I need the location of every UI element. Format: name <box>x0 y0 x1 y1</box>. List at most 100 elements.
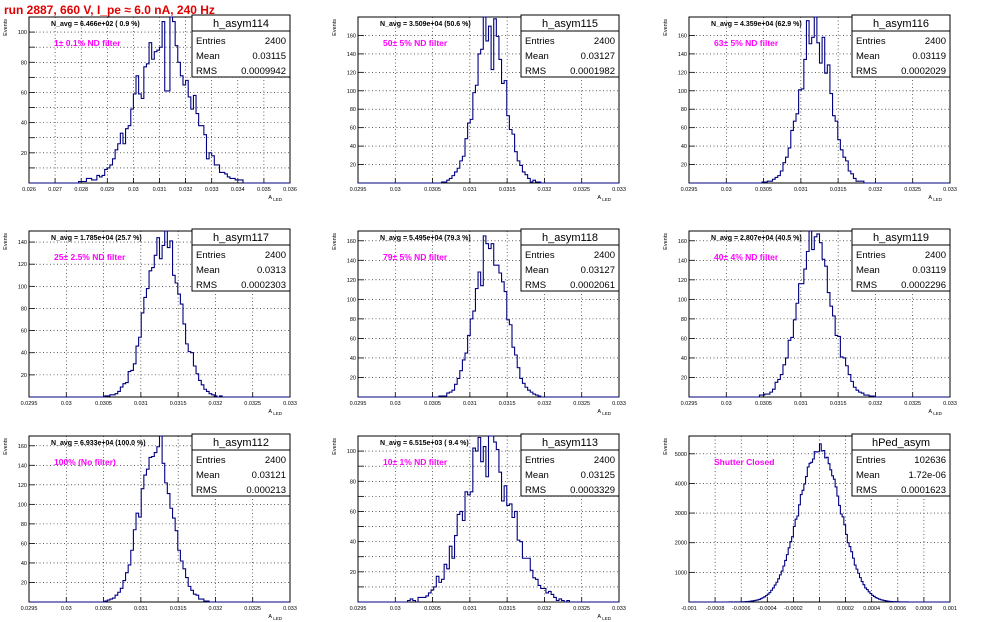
x-tick-label: 0.032 <box>869 401 883 407</box>
y-tick-label: 20 <box>21 373 27 379</box>
x-axis-title-sub: LED <box>932 411 943 416</box>
panel-h_asym117: 0.0295 0.03 0.0305 0.031 0.0315 0.032 0.0325 0.… <box>3 228 297 416</box>
x-tick-label: 0.036 <box>283 187 297 193</box>
x-tick-label: 0.032 <box>209 401 223 407</box>
stats-box <box>191 14 291 78</box>
stats-value: 0.03125 <box>581 470 615 481</box>
x-axis-title: A LED <box>268 409 282 416</box>
histogram-h_asym119 <box>689 230 950 398</box>
y-tick-label: 80 <box>350 107 356 113</box>
x-tick-label: 0.0325 <box>573 187 590 193</box>
stats-key: RMS <box>525 485 546 496</box>
filter-label: 40± 4% ND filter <box>714 252 779 262</box>
y-tick-label: 100 <box>347 89 356 95</box>
x-tick-label: 0.032 <box>209 606 223 612</box>
stats-title: h_asym118 <box>542 232 598 244</box>
x-tick-label: 0.03 <box>128 187 139 193</box>
filter-label: 1± 0.1% ND filter <box>54 38 121 48</box>
histogram-h_asym114 <box>29 16 290 184</box>
x-tick-label: 0.03 <box>390 187 401 193</box>
filter-label: 50± 5% ND filter <box>383 38 448 48</box>
stats-key: RMS <box>856 280 877 291</box>
histogram-h_asym113 <box>358 435 619 603</box>
stats-key: Mean <box>196 470 220 481</box>
stats-key: RMS <box>856 66 877 77</box>
x-tick-label: 0 <box>818 606 821 612</box>
stats-value: 2400 <box>594 36 615 47</box>
y-tick-label: 40 <box>350 144 356 150</box>
x-tick-label: 0.033 <box>283 401 297 407</box>
panel-h_asym116: 0.0295 0.03 0.0305 0.031 0.0315 0.032 0.0325 0.… <box>663 14 957 202</box>
stats-title: h_asym112 <box>213 437 269 449</box>
stats-value: 0.03127 <box>581 51 615 62</box>
x-tick-label: 0.031 <box>134 401 148 407</box>
x-tick-label: 0.033 <box>612 187 626 193</box>
stats-key: Mean <box>856 470 880 481</box>
y-tick-label: 40 <box>350 540 356 546</box>
stats-value: 0.0313 <box>257 265 286 276</box>
x-axis-title: A LED <box>268 195 282 202</box>
x-tick-label: 0.033 <box>205 187 219 193</box>
stats-value: 102636 <box>914 455 946 466</box>
stats-value: 0.03115 <box>252 51 286 62</box>
y-tick-label: 60 <box>21 90 27 96</box>
x-tick-label: 0.0006 <box>889 606 906 612</box>
run-title: run 2887, 660 V, I_pe ≈ 6.0 nA, 240 Hz <box>4 3 215 17</box>
y-tick-label: 40 <box>681 356 687 362</box>
x-tick-label: 0.0295 <box>350 401 367 407</box>
x-axis-title-sub: LED <box>272 197 283 202</box>
y-tick-label: 40 <box>681 144 687 150</box>
x-tick-label: 0.027 <box>48 187 62 193</box>
panel-h_asym112: 0.0295 0.03 0.0305 0.031 0.0315 0.032 0.0325 0.… <box>3 433 297 621</box>
x-axis-title: A LED <box>597 614 611 621</box>
x-tick-label: 0.0295 <box>681 187 698 193</box>
stats-value: 2400 <box>925 36 946 47</box>
x-tick-label: 0.028 <box>74 187 88 193</box>
panel-h_asym118: 0.0295 0.03 0.0305 0.031 0.0315 0.032 0.0325 0.… <box>332 228 626 416</box>
x-tick-label: 0.0325 <box>904 401 921 407</box>
y-tick-label: 20 <box>350 570 356 576</box>
stats-title: h_asym116 <box>873 18 929 30</box>
stats-value: 2400 <box>265 36 286 47</box>
y-tick-label: 80 <box>21 60 27 66</box>
y-tick-label: 40 <box>21 561 27 567</box>
y-tick-label: 100 <box>18 284 27 290</box>
x-tick-label: 0.026 <box>22 187 36 193</box>
y-tick-label: 120 <box>678 278 687 284</box>
x-tick-label: 0.032 <box>179 187 193 193</box>
x-tick-label: 0.0305 <box>424 187 441 193</box>
y-tick-label: 160 <box>347 33 356 39</box>
stats-key: RMS <box>525 280 546 291</box>
navg-label: N_avg = 3.509e+04 (50.6 %) <box>380 21 471 28</box>
stats-key: RMS <box>856 485 877 496</box>
panel-h_asym115: 0.0295 0.03 0.0305 0.031 0.0315 0.032 0.0325 0.… <box>332 14 626 202</box>
x-tick-label: 0.029 <box>100 187 114 193</box>
stats-value: 0.03119 <box>912 265 946 276</box>
x-tick-label: 0.031 <box>794 401 808 407</box>
x-tick-label: 0.033 <box>943 187 957 193</box>
x-tick-label: 0.0315 <box>499 187 516 193</box>
stats-value: 0.0009942 <box>241 66 286 77</box>
y-tick-label: 120 <box>347 70 356 76</box>
x-tick-label: 0.031 <box>463 606 477 612</box>
stats-key: Mean <box>525 470 549 481</box>
y-axis-title: Events <box>3 438 9 455</box>
histogram-hPed_asym <box>689 443 950 603</box>
x-tick-label: 0.0325 <box>904 187 921 193</box>
histogram-h_asym112 <box>29 435 290 603</box>
x-tick-label: 0.0305 <box>755 187 772 193</box>
x-tick-label: 0.0315 <box>830 187 847 193</box>
x-tick-label: 0.0315 <box>499 606 516 612</box>
y-tick-label: 120 <box>347 278 356 284</box>
stats-key: Mean <box>196 51 220 62</box>
y-tick-label: 140 <box>678 258 687 264</box>
y-tick-label: 80 <box>21 522 27 528</box>
y-tick-label: 60 <box>681 336 687 342</box>
y-tick-label: 100 <box>678 297 687 303</box>
x-tick-label: -0.001 <box>681 606 697 612</box>
x-tick-label: 0.0305 <box>424 401 441 407</box>
stats-value: 0.03127 <box>581 265 615 276</box>
y-tick-label: 60 <box>21 329 27 335</box>
y-tick-label: 120 <box>18 262 27 268</box>
x-tick-label: 0.03 <box>390 606 401 612</box>
